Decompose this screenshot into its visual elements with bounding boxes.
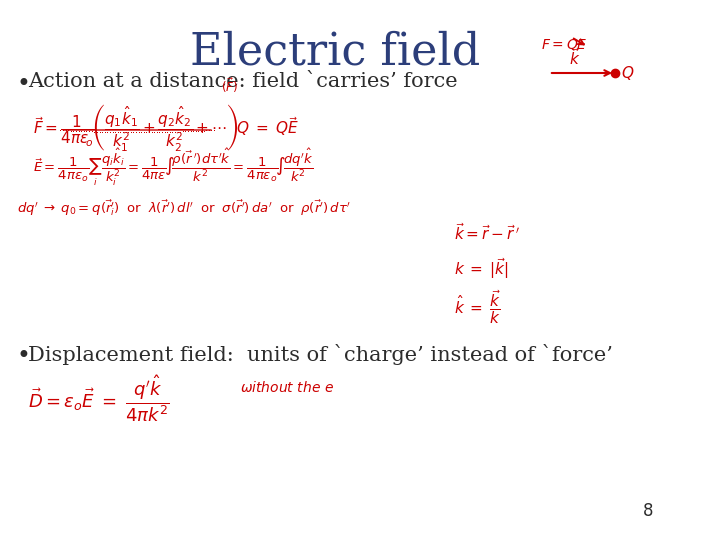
- Text: $\hat{k} \;=\; \dfrac{\vec{k}}{k}$: $\hat{k} \;=\; \dfrac{\vec{k}}{k}$: [454, 288, 501, 326]
- Text: Electric field: Electric field: [190, 30, 480, 73]
- Text: Action at a distance: field `carries’ force: Action at a distance: field `carries’ fo…: [28, 72, 457, 91]
- Text: $F=QE$: $F=QE$: [541, 37, 588, 52]
- Text: $k \;=\; |\vec{k}|$: $k \;=\; |\vec{k}|$: [454, 256, 509, 281]
- Text: $\vec{k}$: $\vec{k}$: [570, 47, 580, 68]
- Text: $dq' \;\rightarrow\; q_0=q(\vec{r}_i') \;\text{ or }\; \lambda(\vec{r}')\,dl'\;\: $dq' \;\rightarrow\; q_0=q(\vec{r}_i') \…: [17, 198, 351, 218]
- Text: 8: 8: [643, 502, 653, 520]
- Text: $\vec{E} = \dfrac{1}{4\pi\varepsilon_o}\sum_i \dfrac{q_i\hat{k}_i}{k_i^2} = \dfr: $\vec{E} = \dfrac{1}{4\pi\varepsilon_o}\…: [32, 147, 313, 188]
- Text: $\vec{F} = \dfrac{1}{4\pi\varepsilon_{\!o}}\!\left(\dfrac{q_1\hat{k}_1}{k_1^2} +: $\vec{F} = \dfrac{1}{4\pi\varepsilon_{\!…: [32, 102, 298, 153]
- Text: $(\vec{F})$: $(\vec{F})$: [220, 77, 238, 95]
- Text: •: •: [17, 344, 31, 368]
- Text: $\vec{D} = \varepsilon_o\vec{E} \;=\; \dfrac{q'\hat{k}}{4\pi k^2}$: $\vec{D} = \varepsilon_o\vec{E} \;=\; \d…: [28, 374, 170, 424]
- Text: $Q$: $Q$: [621, 64, 635, 82]
- Text: Displacement field:  units of `charge’ instead of `force’: Displacement field: units of `charge’ in…: [28, 344, 613, 365]
- Text: $\omega\mathit{ithout\ the\ }e$: $\omega\mathit{ithout\ the\ }e$: [240, 380, 334, 395]
- Text: •: •: [17, 72, 31, 96]
- Text: $\vec{k} = \vec{r} - \vec{r}\,'$: $\vec{k} = \vec{r} - \vec{r}\,'$: [454, 222, 521, 243]
